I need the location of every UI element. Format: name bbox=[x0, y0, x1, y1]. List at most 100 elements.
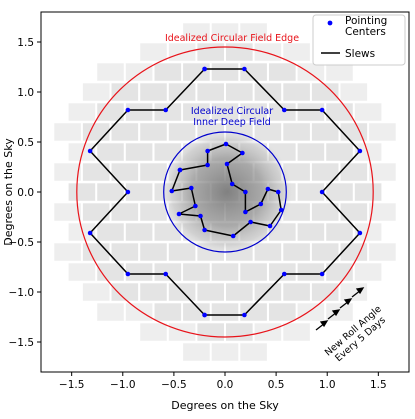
coverage-tile bbox=[154, 263, 182, 281]
pointing-center bbox=[189, 185, 194, 191]
pointing-center bbox=[357, 148, 363, 154]
coverage-tile bbox=[140, 283, 167, 301]
pointing-center bbox=[282, 107, 287, 113]
coverage-tile bbox=[125, 63, 153, 81]
legend-label-pointing: Pointing Centers bbox=[345, 15, 387, 38]
coverage-tile bbox=[354, 103, 382, 121]
coverage-tile bbox=[125, 303, 153, 321]
pointing-center bbox=[248, 219, 253, 225]
pointing-center bbox=[202, 227, 207, 233]
field-edge-label: Idealized Circular Field Edge bbox=[165, 33, 299, 44]
coverage-tile bbox=[154, 103, 182, 121]
coverage-tile bbox=[197, 283, 224, 301]
coverage-tile bbox=[226, 323, 253, 341]
coverage-tile bbox=[240, 23, 267, 41]
coverage-tile bbox=[311, 83, 339, 101]
coverage-tile bbox=[297, 303, 325, 321]
inner-field-label: Idealized Circular Inner Deep Field bbox=[191, 106, 273, 128]
pointing-center bbox=[243, 209, 248, 215]
y-tick-label: 0.0 bbox=[17, 187, 34, 199]
coverage-tile bbox=[240, 263, 267, 281]
coverage-tile bbox=[82, 83, 110, 101]
pointing-center bbox=[278, 207, 284, 213]
coverage-tile bbox=[111, 83, 139, 101]
coverage-tile bbox=[111, 163, 139, 181]
deep-field-blotch bbox=[161, 130, 293, 254]
x-tick-label: 1.0 bbox=[319, 379, 336, 391]
y-tick-label: 0.5 bbox=[17, 137, 34, 149]
coverage-tile bbox=[369, 123, 396, 141]
coverage-tile bbox=[140, 163, 167, 181]
coverage-tile bbox=[111, 123, 139, 141]
coverage-tile bbox=[140, 83, 167, 101]
coverage-tile bbox=[340, 163, 368, 181]
coverage-tile bbox=[297, 263, 325, 281]
pointing-center bbox=[87, 148, 93, 154]
pointing-center bbox=[282, 271, 287, 277]
coverage-tile bbox=[211, 303, 239, 321]
coverage-tile bbox=[140, 123, 167, 141]
coverage-tile bbox=[168, 123, 196, 141]
pointing-center bbox=[177, 167, 183, 173]
coverage-tile bbox=[183, 343, 210, 361]
deep-field-coverage bbox=[161, 130, 293, 254]
coverage-tile bbox=[97, 63, 124, 81]
coverage-tile bbox=[125, 263, 153, 281]
coverage-tile bbox=[369, 203, 396, 221]
coverage-tile bbox=[125, 143, 153, 161]
x-tick-label: −1.5 bbox=[59, 379, 85, 391]
coverage-tile bbox=[283, 283, 310, 301]
coverage-tile bbox=[54, 163, 81, 181]
coverage-tile bbox=[197, 83, 224, 101]
coverage-tile bbox=[168, 243, 196, 261]
pointing-center bbox=[357, 230, 363, 236]
coverage-tile bbox=[211, 343, 239, 361]
coverage-tile bbox=[311, 203, 339, 221]
coverage-tile bbox=[283, 83, 310, 101]
coverage-tile bbox=[297, 103, 325, 121]
coverage-tile bbox=[297, 63, 325, 81]
coverage-tile bbox=[226, 283, 253, 301]
coverage-tile bbox=[226, 43, 253, 61]
y-axis-label: Degrees on the Sky bbox=[2, 138, 15, 246]
pointing-center bbox=[125, 107, 131, 113]
slew-series bbox=[87, 66, 363, 318]
pointing-center bbox=[224, 161, 230, 167]
coverage-tile bbox=[140, 203, 167, 221]
x-tick-label: 0.5 bbox=[268, 379, 285, 391]
coverage-tile bbox=[340, 283, 368, 301]
pointing-center bbox=[198, 213, 203, 219]
coverage-tile bbox=[354, 263, 382, 281]
coverage-tile bbox=[125, 183, 153, 201]
coverage-tile bbox=[297, 223, 325, 241]
coverage-tile bbox=[269, 303, 296, 321]
pointing-center bbox=[193, 203, 198, 209]
coverage-tile bbox=[340, 83, 368, 101]
coverage-tile bbox=[183, 103, 210, 121]
pointing-center bbox=[223, 141, 229, 147]
coverage-tile bbox=[297, 143, 325, 161]
coverage-tile bbox=[326, 303, 353, 321]
legend: Pointing Centers Slews bbox=[312, 14, 406, 66]
coverage-tile bbox=[211, 63, 239, 81]
pointing-center bbox=[205, 162, 210, 168]
coverage-tile bbox=[369, 163, 396, 181]
field-circles bbox=[76, 46, 374, 338]
coverage-tile bbox=[211, 23, 239, 41]
coverage-tile bbox=[68, 183, 96, 201]
coverage-tile bbox=[68, 223, 96, 241]
coverage-tile bbox=[269, 63, 296, 81]
x-tick-label: −0.5 bbox=[161, 379, 187, 391]
coverage-tile bbox=[311, 163, 339, 181]
coverage-tile bbox=[154, 63, 182, 81]
x-tick-label: 0.0 bbox=[217, 379, 234, 391]
coverage-tile bbox=[283, 123, 310, 141]
pointing-center bbox=[202, 66, 207, 72]
coverage-tile bbox=[168, 43, 196, 61]
coverage-tile bbox=[82, 283, 110, 301]
coverage-tile bbox=[111, 203, 139, 221]
coverage-tile bbox=[183, 263, 210, 281]
coverage-tile bbox=[168, 323, 196, 341]
coverage-tile bbox=[82, 203, 110, 221]
